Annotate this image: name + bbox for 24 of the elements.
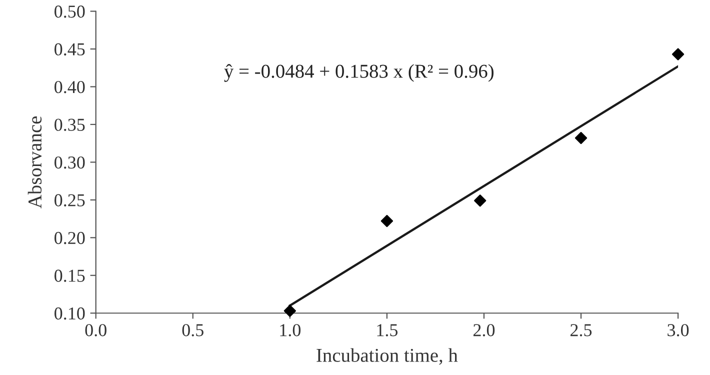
point [574, 132, 588, 144]
x-tick-label: 2.5 [570, 324, 592, 336]
point [474, 194, 486, 207]
y-tick-label: 0.10 [54, 307, 85, 320]
y-tick-label: 0.45 [54, 43, 85, 56]
y-tick-label: 0.50 [54, 6, 85, 18]
point [380, 214, 394, 228]
y-tick-label: 0.30 [54, 156, 85, 169]
y-tick-label: 0.20 [54, 232, 85, 244]
point [284, 304, 296, 317]
y-tick-label: 0.40 [54, 80, 85, 94]
point [672, 48, 684, 60]
y-tick-label: 0.35 [54, 118, 85, 131]
y-tick-label: 0.15 [54, 270, 85, 282]
x-tick-label: 0.0 [85, 324, 106, 336]
x-tick-label: 2.0 [473, 324, 495, 336]
x-tick-label: 1.0 [280, 324, 301, 336]
x-tick-label: 1.5 [377, 324, 398, 336]
y-tick-label: 0.25 [54, 194, 85, 206]
y-axis-title: Absorvance [28, 116, 42, 208]
annotation: ŷ = -0.0484 + 0.1583 x (R² = 0.96) [224, 64, 494, 82]
x-tick-label: 0.5 [182, 324, 204, 336]
x-tick-label: 3.0 [668, 324, 689, 336]
x-axis-title: Incubation time, h [316, 348, 458, 365]
